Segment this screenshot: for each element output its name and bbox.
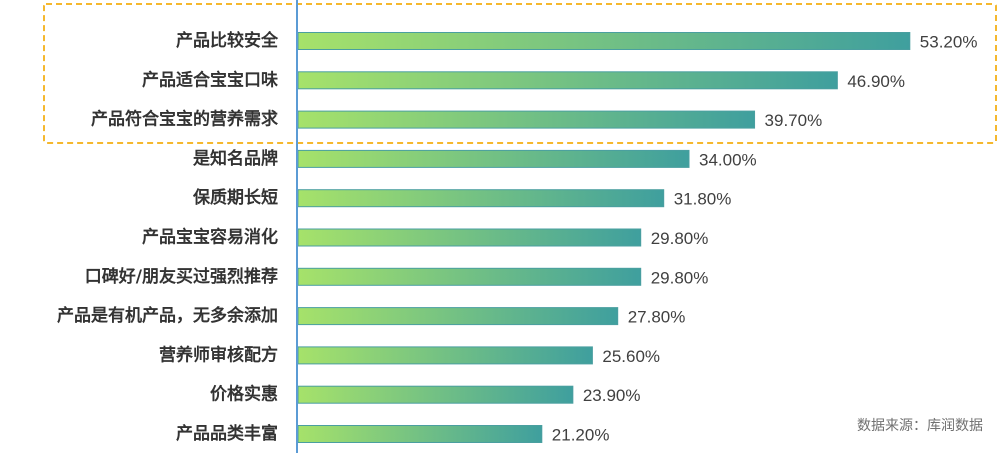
bar: [297, 425, 543, 443]
bar: [297, 346, 593, 365]
value-label: 31.80%: [674, 190, 732, 209]
category-label: 是知名品牌: [193, 148, 278, 169]
category-label: 产品品类丰富: [176, 423, 278, 444]
bar: [297, 149, 690, 168]
value-label: 23.90%: [583, 386, 641, 405]
category-label: 产品是有机产品，无多余添加: [57, 305, 278, 326]
value-label: 21.20%: [552, 426, 610, 445]
value-label: 39.70%: [765, 111, 823, 130]
bar: [297, 110, 756, 129]
bar: [297, 71, 838, 90]
bar: [297, 307, 619, 326]
bar: [297, 228, 642, 247]
category-label: 口碑好/朋友买过强烈推荐: [85, 266, 278, 287]
value-label: 27.80%: [628, 308, 686, 327]
highlight-box: [43, 3, 997, 144]
value-label: 29.80%: [651, 229, 709, 248]
value-label: 25.60%: [602, 347, 660, 366]
category-label: 保质期长短: [192, 187, 278, 208]
category-label: 产品符合宝宝的营养需求: [91, 109, 278, 130]
category-label: 价格实惠: [210, 384, 278, 405]
value-label: 34.00%: [699, 150, 757, 169]
bar: [297, 267, 642, 286]
category-label: 产品宝宝容易消化: [142, 227, 278, 248]
value-label: 29.80%: [651, 268, 709, 287]
bar: [297, 189, 665, 208]
value-label: 46.90%: [847, 72, 905, 91]
category-label: 产品比较安全: [176, 30, 279, 51]
category-label: 产品适合宝宝口味: [142, 69, 278, 90]
data-source-note: 数据来源：库润数据: [857, 418, 983, 434]
value-label: 53.20%: [920, 33, 978, 52]
category-label: 营养师审核配方: [159, 344, 278, 365]
bar: [297, 385, 574, 404]
bar: [297, 32, 911, 50]
